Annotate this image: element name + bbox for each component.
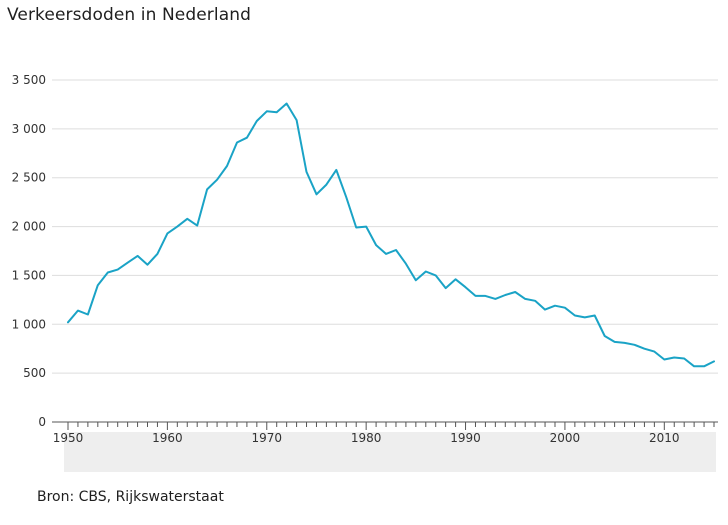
data-point [236,142,238,144]
data-point [614,341,616,343]
data-point [325,184,327,186]
source-note: Bron: CBS, Rijkswaterstaat [37,489,224,505]
x-axis: 1950 1960 1970 1980 1990 2000 2010 [52,421,718,445]
data-point [703,365,705,367]
data-point [67,321,69,323]
data-point [455,278,457,280]
chart-title: Verkeersdoden in Nederland [7,5,252,25]
data-point [166,232,168,234]
data-point [713,360,715,362]
y-tick-label: 1 000 [12,317,46,331]
y-tick-label: 500 [23,366,46,380]
data-point [633,344,635,346]
data-point [604,335,606,337]
gridlines [52,79,718,374]
data-point [176,226,178,228]
data-point [315,193,317,195]
series-line [67,102,715,368]
x-tick-label: 1950 [53,431,84,445]
data-point [246,137,248,139]
data-point [286,102,288,104]
y-axis-labels: 0 500 1 000 1 500 2 000 2 500 3 000 3 500 [12,73,46,429]
data-point [266,110,268,112]
data-point [663,358,665,360]
data-point [335,169,337,171]
data-point [355,227,357,229]
data-point [564,307,566,309]
data-point [673,357,675,359]
data-point [306,171,308,173]
data-point [87,314,89,316]
data-point [405,263,407,265]
x-tick-label: 1990 [450,431,481,445]
data-point [117,269,119,271]
x-tick-label: 1960 [152,431,183,445]
data-point [226,165,228,167]
y-tick-label: 1 500 [12,268,46,282]
data-point [494,298,496,300]
data-point [415,279,417,281]
data-point [395,249,397,251]
data-point [206,188,208,190]
data-point [534,300,536,302]
y-tick-label: 2 000 [12,220,46,234]
data-point [465,286,467,288]
data-point [624,342,626,344]
data-point [345,196,347,198]
y-tick-label: 3 500 [12,73,46,87]
data-point [514,291,516,293]
data-point [425,271,427,273]
data-point [127,262,129,264]
data-point [484,295,486,297]
y-tick-label: 3 000 [12,122,46,136]
data-point [385,253,387,255]
data-point [276,111,278,113]
data-point [544,309,546,311]
data-point [693,365,695,367]
timeline-band [64,432,716,472]
data-point [156,253,158,255]
data-point [186,218,188,220]
x-tick-label: 1980 [351,431,382,445]
data-point [375,244,377,246]
data-point [77,310,79,312]
data-point [524,298,526,300]
data-point [594,314,596,316]
data-point [256,120,258,122]
data-point [554,305,556,307]
data-point [584,316,586,318]
data-point [574,314,576,316]
data-point [445,287,447,289]
data-point [504,294,506,296]
data-point [653,351,655,353]
data-point [196,225,198,227]
data-point [97,284,99,286]
data-point [296,119,298,121]
data-point [474,295,476,297]
data-point [683,357,685,359]
data-point [365,226,367,228]
data-point [137,255,139,257]
x-tick-label: 1970 [251,431,282,445]
data-point [147,264,149,266]
data-point [643,348,645,350]
series-line-group [67,102,715,368]
y-tick-label: 2 500 [12,171,46,185]
x-tick-label: 2000 [550,431,581,445]
data-point [435,274,437,276]
data-point [216,179,218,181]
y-tick-label: 0 [38,415,46,429]
x-tick-label: 2010 [649,431,680,445]
data-point [107,271,109,273]
